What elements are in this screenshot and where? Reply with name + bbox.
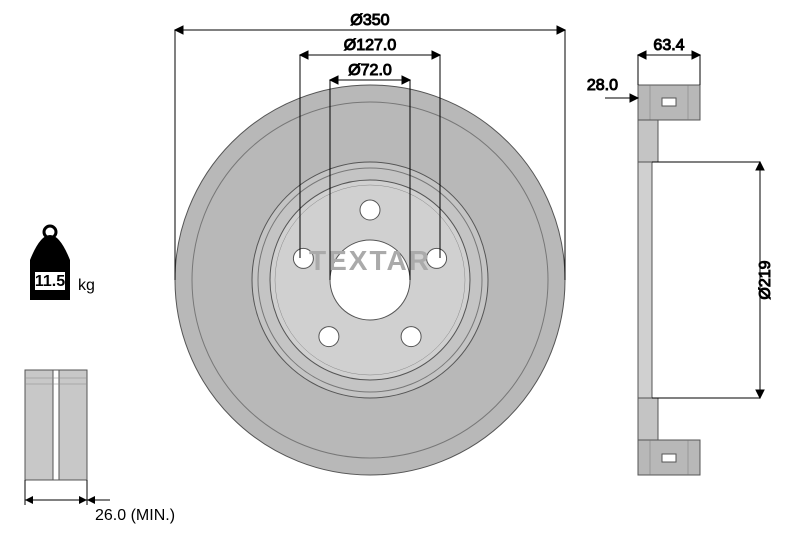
weight-unit: kg — [78, 277, 95, 294]
front-view: TEXTAR — [175, 85, 565, 475]
dim-center-bore: Ø72.0 — [348, 62, 392, 79]
dim-hat-diameter: Ø219 — [757, 260, 774, 299]
side-view — [638, 85, 700, 475]
brand-label: TEXTAR — [309, 245, 431, 276]
brake-disc-drawing: TEXTAR Ø350 Ø127.0 — [0, 0, 800, 533]
dim-min-thickness: 26.0 (MIN.) — [95, 507, 175, 524]
dim-outer-diameter: Ø350 — [350, 12, 389, 29]
weight-indicator: 11.5 kg — [30, 226, 95, 300]
dim-thickness: 28.0 — [587, 77, 618, 94]
weight-value: 11.5 — [35, 273, 65, 290]
min-thickness-profile: 26.0 (MIN.) — [25, 370, 175, 524]
dim-bolt-circle: Ø127.0 — [344, 37, 397, 54]
dim-hat-height: 63.4 — [653, 37, 684, 54]
